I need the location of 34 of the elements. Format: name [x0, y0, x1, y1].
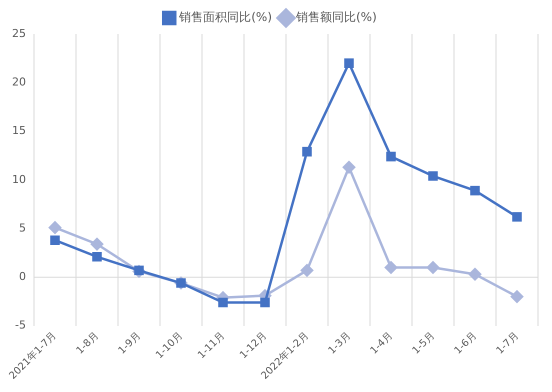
point [384, 261, 398, 274]
y-tick-label: 15 [12, 124, 26, 138]
y-tick-label: -5 [15, 318, 26, 332]
x-tick-label: 1-7月 [494, 330, 521, 357]
point [218, 298, 228, 308]
legend-label: 销售面积同比(%) [178, 10, 272, 24]
point [90, 238, 104, 250]
point [468, 268, 482, 281]
point [470, 186, 480, 196]
x-tick-label: 1-9月 [116, 330, 143, 357]
y-tick-label: 25 [12, 26, 26, 40]
point [300, 264, 314, 277]
legend-label: 销售额同比(%) [295, 10, 377, 24]
point [302, 146, 312, 156]
y-tick-label: 5 [18, 221, 26, 234]
point [344, 58, 354, 68]
point [426, 261, 440, 274]
x-tick-label: 1-6月 [452, 330, 479, 357]
point [260, 298, 270, 308]
y-tick-label: 20 [12, 75, 26, 88]
point [342, 161, 356, 174]
x-tick-label: 1-4月 [368, 330, 395, 357]
point [92, 252, 102, 262]
point [510, 290, 524, 303]
point [386, 152, 396, 162]
point [50, 235, 60, 246]
point [428, 171, 438, 181]
x-tick-label: 1-5月 [410, 330, 437, 357]
y-tick-label: 10 [12, 172, 26, 186]
x-tick-label: 1-8月 [74, 330, 101, 357]
y-tick-label: 0 [18, 270, 26, 284]
point [512, 212, 522, 222]
x-tick-label: 1-3月 [326, 330, 353, 357]
point [48, 221, 62, 234]
